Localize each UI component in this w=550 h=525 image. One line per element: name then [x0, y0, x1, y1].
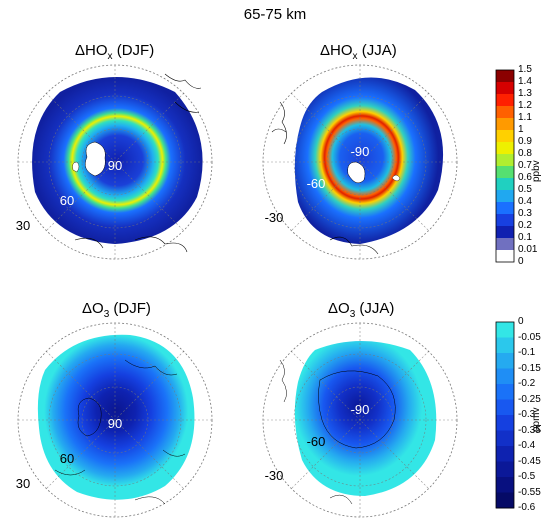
colorbar-o3-tick-label: -0.15 [518, 362, 541, 374]
colorbar-hox-tick-label: 1.1 [518, 112, 532, 123]
colorbar-hox-tick-label: 0.5 [518, 184, 532, 195]
colorbar-hox-swatch [496, 250, 514, 263]
colorbar-o3-swatch [496, 461, 514, 478]
lat-label-30: -30 [265, 210, 284, 225]
polar-map-hox-djf: 90 60 30 [16, 64, 213, 260]
colorbar-hox-swatch [496, 70, 514, 83]
colorbar-hox-tick-label: 0.9 [518, 136, 532, 147]
colorbar-hox-tick-label: 1.3 [518, 88, 532, 99]
colorbar-o3 [495, 321, 515, 509]
colorbar-hox-tick-label: 0.2 [518, 220, 532, 231]
colorbar-o3-tick-label: -0.35 [518, 424, 541, 436]
colorbar-hox-tick-label: 0.8 [518, 148, 532, 159]
colorbar-o3-swatch [496, 477, 514, 493]
colorbar-hox-swatch [496, 178, 514, 191]
lat-label-60: -60 [307, 176, 326, 191]
colorbar-o3-tick-label: -0.4 [518, 440, 536, 451]
lat-label-60: 60 [60, 451, 74, 466]
colorbar-hox-unit: ppbv [531, 160, 542, 182]
colorbar-o3-tick-label: -0.5 [518, 471, 536, 482]
colorbar-hox-swatch [496, 214, 514, 227]
colorbar-hox-swatch [496, 190, 514, 203]
colorbar-hox-swatch [496, 82, 514, 95]
colorbar-o3-tick-label: -0.55 [518, 486, 541, 498]
colorbar-o3-swatch [496, 492, 514, 509]
colorbar-o3-tick-label: 0 [518, 316, 524, 327]
antarctica-outline [318, 370, 396, 449]
o3-field-djf [37, 334, 195, 500]
colorbar-hox [495, 69, 515, 263]
colorbar-hox-tick-label: 0 [518, 256, 524, 267]
colorbar-o3-tick-label: -0.1 [518, 347, 536, 358]
panel-title-hox-djf: ΔHOx (DJF) [75, 42, 155, 62]
colorbar-hox-tick-label: 1.2 [518, 100, 532, 111]
colorbar-o3-tick-label: -0.3 [518, 409, 536, 420]
coastline-lower [74, 236, 188, 253]
colorbar-o3-tick-label: -0.6 [518, 502, 536, 513]
colorbar-hox-swatch [496, 226, 514, 239]
colorbar-hox-tick-label: 0.01 [518, 244, 538, 255]
polar-map-hox-jja: -90 -60 -30 [262, 64, 458, 260]
hox-field-jja [294, 77, 444, 245]
colorbar-hox-tick-label: 1.5 [518, 64, 532, 75]
lat-label-30: -30 [265, 468, 284, 483]
colorbar-o3-swatch [496, 368, 514, 385]
colorbar-o3-swatch [496, 322, 514, 338]
colorbar-hox-swatch [496, 238, 514, 251]
colorbar-o3-swatch [496, 384, 514, 400]
center-label: 90 [108, 416, 122, 431]
center-label: -90 [351, 402, 370, 417]
panel-title-o3-jja: ΔO3 (JJA) [328, 300, 395, 320]
colorbar-hox-swatch [496, 154, 514, 167]
colorbar-hox-swatch [496, 94, 514, 107]
colorbar-o3-tick-label: -0.2 [518, 378, 536, 389]
coastlines [279, 359, 353, 505]
colorbar-hox-swatch [496, 142, 514, 155]
lat-label-60: -60 [307, 434, 326, 449]
colorbar-hox-tick-label: 1.4 [518, 76, 532, 87]
lat-label-30: 30 [16, 218, 30, 233]
colorbar-hox-swatch [496, 202, 514, 215]
coastline-upper [164, 73, 202, 113]
colorbar-o3-tick-label: -0.05 [518, 331, 541, 343]
o3-field-jja [294, 341, 437, 496]
colorbar-hox-swatch [496, 118, 514, 131]
colorbar-hox-tick-label: 0.7 [518, 160, 532, 171]
colorbar-hox-swatch [496, 106, 514, 119]
colorbar-o3-swatch [496, 399, 514, 416]
colorbar-hox-tick-label: 0.1 [518, 232, 532, 243]
hox-field-djf [32, 77, 203, 244]
colorbar-hox-tick-label: 0.6 [518, 172, 532, 183]
polar-map-o3-jja: -90 -60 -30 [262, 322, 458, 518]
colorbar-hox-swatch [496, 166, 514, 179]
lat-label-60: 60 [60, 193, 74, 208]
colorbar-hox-tick-label: 0.3 [518, 208, 532, 219]
panel-title-o3-djf: ΔO3 (DJF) [82, 300, 151, 320]
colorbar-o3-swatch [496, 337, 514, 354]
panel-title-hox-jja: ΔHOx (JJA) [320, 42, 397, 62]
coastline-left [271, 101, 287, 145]
colorbar-o3-unit: ppmv [531, 407, 542, 432]
colorbar-hox-tick-label: 1 [518, 124, 524, 135]
colorbar-o3-swatch [496, 415, 514, 431]
antarctic-landmass [347, 161, 366, 184]
center-label: 90 [108, 158, 122, 173]
polar-map-o3-djf: 90 60 30 [16, 322, 213, 518]
colorbar-o3-tick-label: -0.25 [518, 393, 541, 405]
colorbar-o3-tick-label: -0.45 [518, 455, 541, 467]
greenland-landmass [85, 141, 106, 177]
coastline-lower [329, 236, 379, 255]
colorbar-hox-swatch [496, 130, 514, 143]
lat-label-30: 30 [16, 476, 30, 491]
colorbar-o3-swatch [496, 430, 514, 447]
colorbar-o3-swatch [496, 446, 514, 462]
colorbar-hox-tick-label: 0.4 [518, 196, 532, 207]
center-label: -90 [351, 144, 370, 159]
coastlines [54, 359, 186, 476]
colorbar-o3-swatch [496, 353, 514, 369]
greenland-outline [77, 397, 102, 437]
figure-title: 65-75 km [243, 6, 307, 23]
